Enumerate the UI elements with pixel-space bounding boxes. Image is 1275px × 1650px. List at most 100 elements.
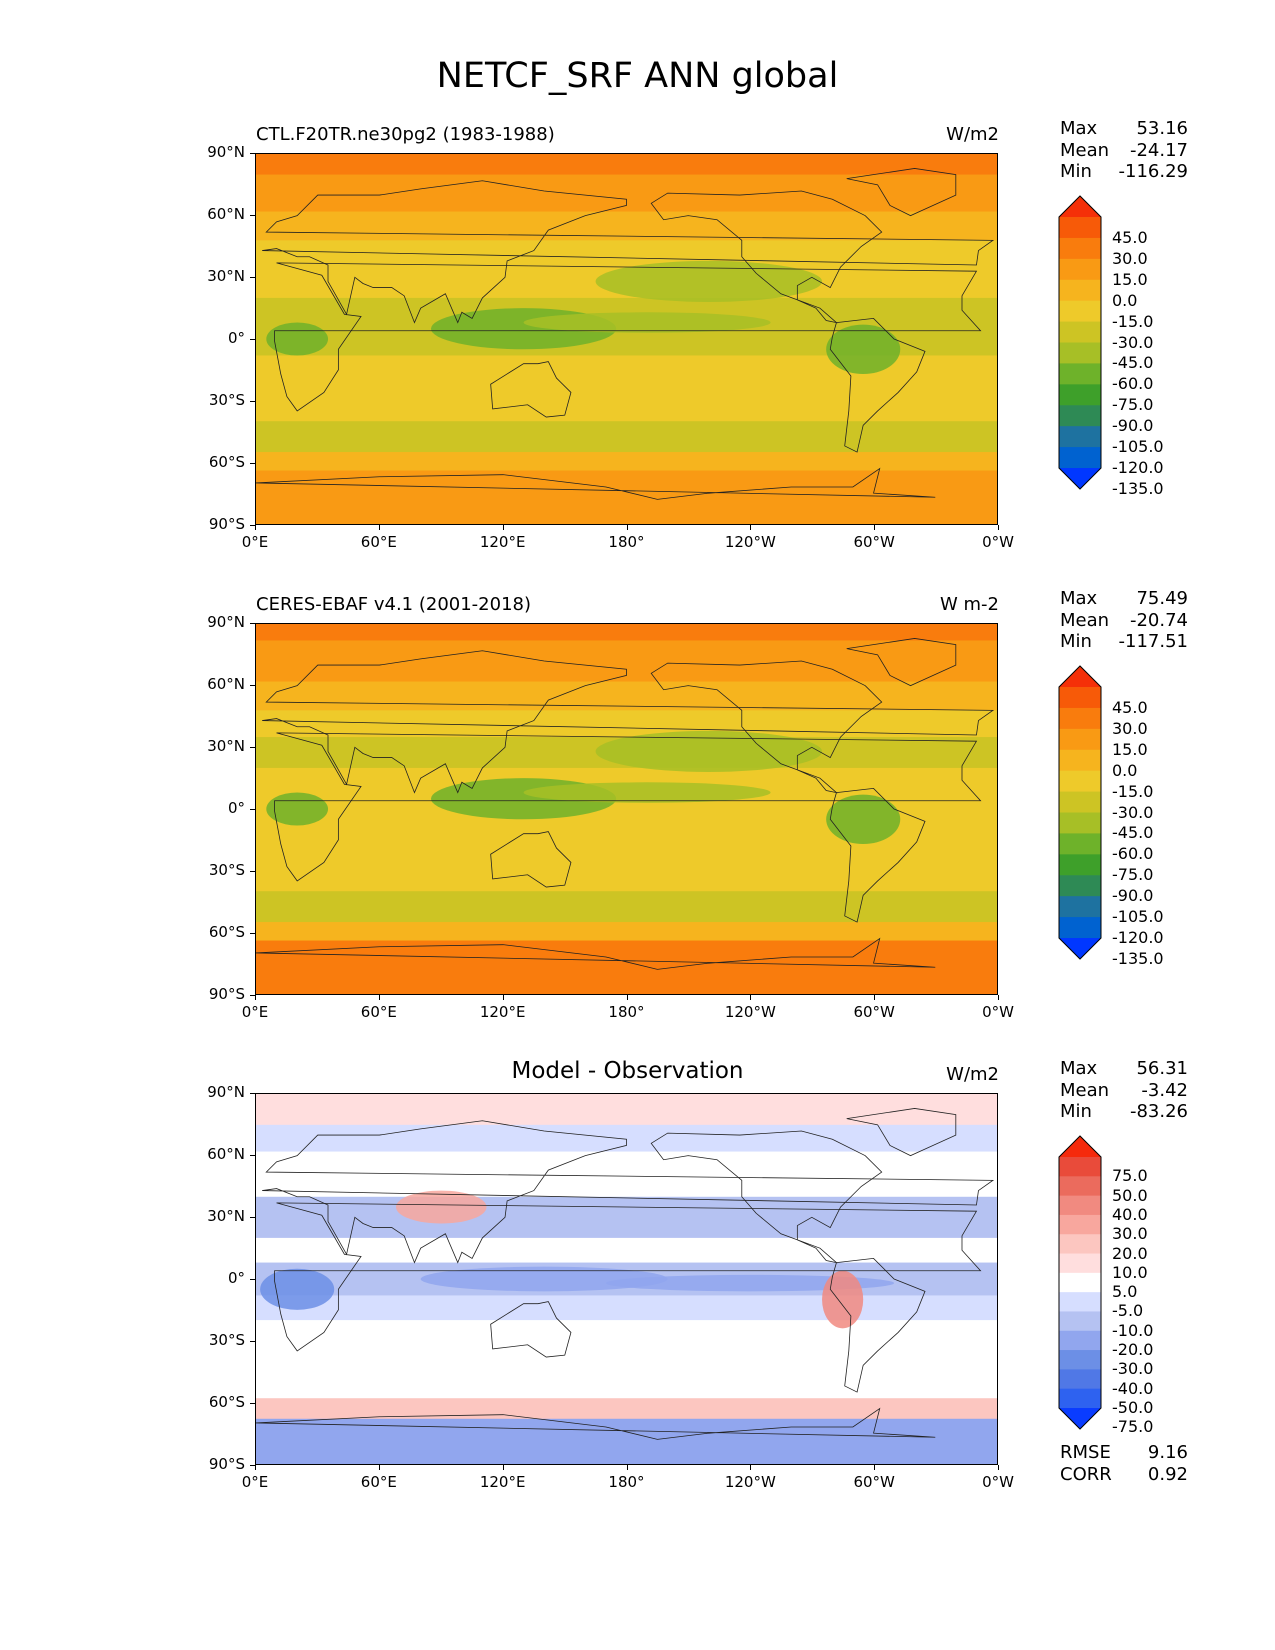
coastline <box>846 168 957 217</box>
colorbar-tick-label: -60.0 <box>1112 374 1154 394</box>
field-feature <box>420 1266 668 1292</box>
colorbar-tick-label: 15.0 <box>1112 269 1148 289</box>
field-band <box>256 1398 997 1420</box>
lat-tick <box>250 871 255 872</box>
colorbar-tick-label: -45.0 <box>1112 353 1154 373</box>
contour-field <box>256 154 997 524</box>
lon-tick <box>874 525 876 530</box>
lat-tick-label: 60°S <box>208 1393 245 1411</box>
lon-tick-label: 120°W <box>724 533 776 551</box>
field-band <box>256 1320 997 1372</box>
colorbar-outline <box>1058 195 1102 490</box>
lat-tick <box>250 463 255 464</box>
field-feature <box>826 794 901 844</box>
corr-label: CORR <box>1060 1463 1112 1485</box>
coastline <box>650 190 883 324</box>
colorbar-tick-label: 30.0 <box>1112 248 1148 268</box>
colorbar-segment <box>1059 1234 1101 1255</box>
coastline <box>262 1120 995 1264</box>
colorbar-segment <box>1059 1388 1101 1409</box>
lat-tick <box>250 1217 255 1218</box>
colorbar-tick-label: -45.0 <box>1112 823 1154 843</box>
lat-tick <box>250 995 255 996</box>
colorbar-segment <box>1059 917 1101 939</box>
colorbar-segment <box>1059 258 1101 281</box>
lon-tick <box>626 995 628 1000</box>
lat-tick <box>250 525 255 526</box>
lon-tick <box>502 1465 504 1470</box>
colorbar-segment <box>1059 384 1101 406</box>
colorbar-outline <box>1058 665 1102 960</box>
lon-tick-label: 60°W <box>853 1003 895 1021</box>
lat-tick <box>250 1403 255 1404</box>
field-feature <box>595 730 823 772</box>
colorbar-tick-label: 50.0 <box>1112 1185 1148 1205</box>
colorbar-tick-label: -135.0 <box>1112 948 1164 968</box>
lon-tick-label: 60°E <box>360 1473 397 1491</box>
colorbar-tick-label: -30.0 <box>1112 802 1154 822</box>
lat-tick <box>250 401 255 402</box>
lon-tick <box>378 525 380 530</box>
coastline <box>256 937 936 970</box>
lon-tick-label: 0°E <box>241 533 269 551</box>
field-feature <box>260 1268 335 1310</box>
coastline <box>490 831 572 888</box>
panel-units: W/m2 <box>946 1064 999 1085</box>
lon-tick-label: 180° <box>608 533 645 551</box>
stat-mean-label: Mean <box>1060 609 1110 631</box>
lat-tick <box>250 277 255 278</box>
field-feature <box>595 260 823 302</box>
lon-tick-label: 120°E <box>479 1003 526 1021</box>
lon-tick-label: 180° <box>608 1003 645 1021</box>
field-feature <box>605 1274 895 1292</box>
lat-tick <box>250 747 255 748</box>
coastline <box>490 1301 572 1358</box>
field-band <box>256 421 997 453</box>
colorbar-segment <box>1059 896 1101 918</box>
field-band <box>256 624 997 641</box>
colorbar-segment <box>1059 1214 1101 1235</box>
colorbar-extend-min <box>1059 938 1101 959</box>
lon-tick-label: 120°E <box>479 533 526 551</box>
colorbar-tick-label: -75.0 <box>1112 395 1154 415</box>
contour-field <box>256 624 997 994</box>
colorbar-bar <box>1058 665 1102 960</box>
panel-units: W m-2 <box>939 594 999 615</box>
lat-tick-label: 30°S <box>208 861 245 879</box>
coastline <box>846 638 957 687</box>
lon-tick-label: 120°E <box>479 1473 526 1491</box>
panel-units: W/m2 <box>946 124 999 145</box>
field-band <box>256 452 997 472</box>
stat-max-label: Max <box>1060 588 1098 609</box>
colorbar-tick-label: -75.0 <box>1112 865 1154 885</box>
lat-tick-label: 0° <box>227 329 245 347</box>
field-band <box>256 1196 997 1239</box>
rmse-value: 9.16 <box>1147 1442 1188 1463</box>
lon-tick <box>502 525 504 530</box>
field-feature <box>266 322 329 356</box>
metrics-box: RMSE 9.16 CORR 0.92 <box>1060 1442 1188 1485</box>
stat-max: 56.31 <box>1136 1058 1188 1079</box>
colorbar-segment <box>1059 1311 1101 1332</box>
lat-tick-label: 90°N <box>207 1083 245 1101</box>
colorbar-tick-label: -30.0 <box>1112 332 1154 352</box>
colorbar-segment <box>1059 1292 1101 1312</box>
lon-tick-label: 0°E <box>241 1003 269 1021</box>
stat-min: -83.26 <box>1129 1101 1188 1122</box>
field-feature <box>822 1270 864 1329</box>
panel-title: Model - Observation <box>511 1058 744 1084</box>
stat-mean: -20.74 <box>1129 609 1188 631</box>
lat-tick <box>250 339 255 340</box>
field-band <box>256 1151 997 1198</box>
lat-tick-label: 90°N <box>207 143 245 161</box>
lat-tick <box>250 933 255 934</box>
stats-box: Max 53.16 Mean -24.17 Min -116.29 <box>1060 118 1188 183</box>
lon-tick <box>750 995 752 1000</box>
colorbar-tick-label: -120.0 <box>1112 458 1164 477</box>
colorbar-tick-label: -20.0 <box>1112 1340 1154 1360</box>
lon-tick-label: 60°W <box>853 1473 895 1491</box>
colorbar-tick-label: -60.0 <box>1112 844 1154 864</box>
lat-tick-label: 0° <box>227 1269 245 1287</box>
lon-tick <box>626 525 628 530</box>
colorbar-segment <box>1059 1195 1101 1216</box>
